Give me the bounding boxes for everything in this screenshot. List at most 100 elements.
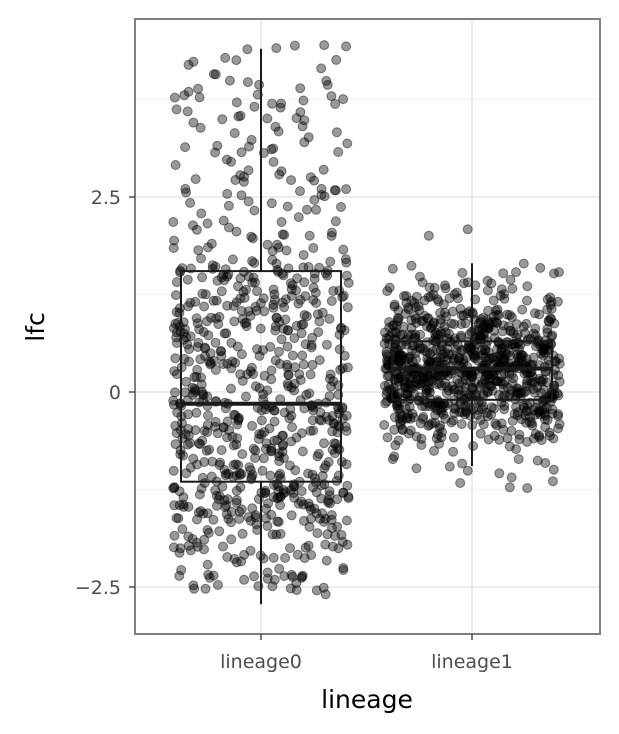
data-point — [530, 308, 540, 319]
data-point — [478, 333, 489, 343]
data-point — [391, 400, 402, 411]
data-point — [478, 312, 489, 323]
data-point — [249, 571, 259, 582]
data-point — [191, 224, 202, 235]
data-point — [308, 425, 319, 436]
data-point — [488, 352, 499, 363]
data-point — [444, 293, 455, 304]
data-point — [533, 407, 544, 418]
data-point — [267, 254, 278, 265]
data-point — [453, 385, 464, 396]
data-point — [204, 356, 215, 367]
data-point — [522, 375, 533, 386]
data-point — [231, 495, 242, 506]
data-point — [203, 410, 213, 421]
data-point — [268, 302, 279, 313]
data-point — [440, 280, 450, 291]
data-point — [534, 309, 545, 320]
data-point — [265, 341, 276, 352]
data-point — [540, 458, 551, 468]
data-point — [174, 307, 185, 318]
data-point — [513, 454, 524, 465]
data-point — [432, 294, 443, 305]
data-point — [249, 205, 260, 216]
data-point — [435, 420, 446, 431]
data-point — [236, 147, 247, 158]
data-point — [233, 460, 244, 471]
data-point — [401, 371, 412, 382]
data-point — [168, 465, 179, 476]
data-point — [448, 355, 459, 366]
data-point — [521, 405, 532, 416]
data-point — [298, 359, 309, 370]
data-point — [220, 52, 231, 63]
data-point — [384, 317, 395, 327]
data-point — [432, 405, 443, 416]
data-point — [405, 425, 416, 436]
data-point — [270, 355, 281, 366]
data-point — [484, 373, 495, 383]
data-point — [407, 345, 418, 356]
data-point — [316, 63, 327, 74]
data-point — [478, 349, 489, 359]
data-point — [273, 448, 284, 459]
data-point — [282, 378, 293, 389]
data-point — [509, 409, 520, 420]
data-point — [474, 318, 484, 329]
data-point — [501, 349, 512, 360]
data-point — [229, 128, 240, 139]
data-point — [528, 433, 539, 444]
data-point — [308, 482, 318, 493]
data-point — [316, 493, 327, 504]
data-point — [419, 346, 430, 357]
data-point — [427, 346, 438, 357]
data-point — [538, 343, 549, 354]
data-point — [379, 338, 390, 349]
data-point — [394, 349, 405, 360]
data-point — [482, 315, 493, 325]
y-tick-label: −2.5 — [75, 577, 121, 599]
data-point — [268, 284, 279, 295]
data-point — [194, 92, 205, 103]
data-point — [276, 98, 287, 109]
data-point — [496, 346, 507, 357]
data-point — [320, 460, 331, 471]
data-point — [535, 262, 546, 273]
data-point — [553, 370, 564, 381]
data-point — [238, 286, 249, 297]
data-point — [341, 184, 352, 195]
data-point — [193, 438, 204, 449]
data-point — [279, 571, 290, 582]
data-point — [457, 345, 467, 356]
data-point — [307, 332, 318, 343]
data-point — [221, 500, 232, 511]
data-point — [552, 296, 563, 307]
data-point — [479, 328, 490, 339]
data-point — [452, 293, 463, 304]
data-point — [502, 337, 513, 348]
data-point — [202, 420, 213, 431]
data-point — [218, 422, 229, 433]
data-point — [266, 198, 277, 209]
data-point — [466, 342, 477, 353]
data-point — [205, 348, 216, 359]
data-point — [478, 402, 489, 412]
data-point — [262, 567, 273, 578]
data-point — [547, 408, 558, 419]
data-point — [554, 353, 565, 364]
data-point — [395, 350, 405, 361]
data-point — [444, 461, 455, 472]
data-point — [327, 411, 338, 421]
data-point — [383, 360, 394, 371]
data-point — [221, 509, 232, 520]
x-tick-label: lineage0 — [220, 651, 302, 673]
data-point — [429, 282, 440, 293]
data-point — [188, 580, 199, 591]
data-point — [249, 258, 260, 268]
data-point — [387, 320, 398, 331]
data-point — [284, 413, 295, 424]
data-point — [273, 242, 284, 253]
data-point — [274, 317, 285, 327]
data-point — [210, 485, 221, 496]
data-point — [529, 377, 540, 388]
